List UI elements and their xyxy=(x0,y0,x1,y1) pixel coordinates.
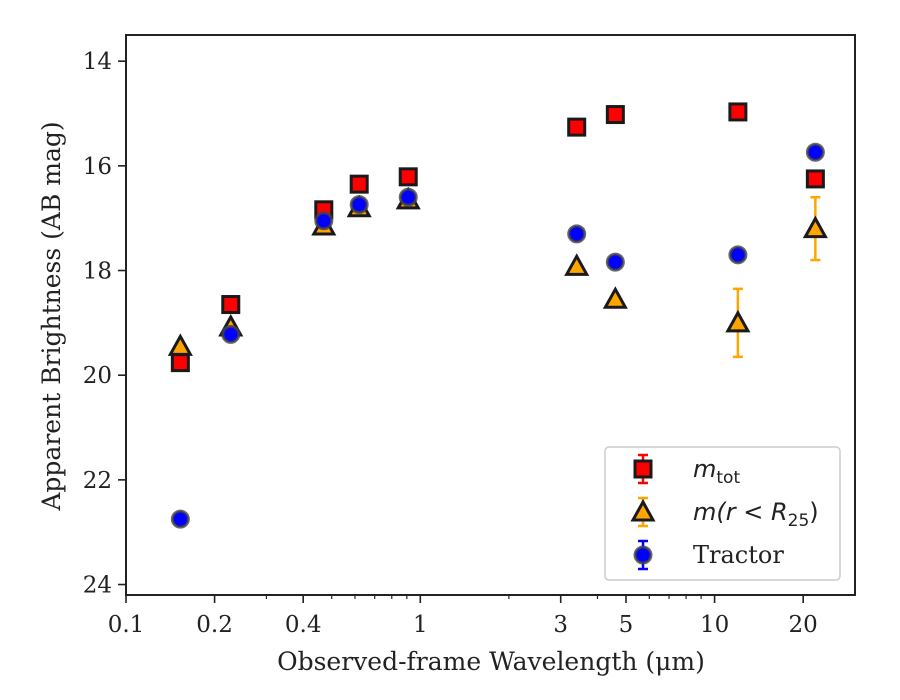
legend: mtot m(r < R25) Tractor xyxy=(604,446,841,581)
data-point xyxy=(805,142,825,162)
data-point xyxy=(725,309,751,333)
data-point xyxy=(602,286,628,309)
legend-box xyxy=(604,446,841,581)
plot-area xyxy=(125,34,856,596)
data-markers xyxy=(167,102,828,529)
series-0 xyxy=(170,102,825,373)
data-point xyxy=(167,333,193,356)
data-point xyxy=(728,245,748,265)
y-tick-label: 24 xyxy=(83,573,112,599)
y-axis-label: Apparent Brightness (AB mag) xyxy=(37,121,66,511)
legend-marker xyxy=(633,545,653,565)
data-point xyxy=(314,211,334,231)
data-point xyxy=(170,509,190,529)
y-tick-label: 20 xyxy=(83,363,112,389)
y-tick-label: 22 xyxy=(83,468,112,494)
data-point xyxy=(398,167,418,187)
data-point xyxy=(398,187,418,207)
x-tick-label: 0.1 xyxy=(108,612,145,638)
x-tick-label: 10 xyxy=(700,612,729,638)
data-point xyxy=(170,353,190,373)
x-tick-label: 3 xyxy=(553,612,568,638)
x-axis-label: Observed-frame Wavelength (μm) xyxy=(277,647,705,676)
series-2 xyxy=(170,142,825,529)
legend-label: m(r < R25) xyxy=(693,498,819,531)
data-point xyxy=(564,253,590,276)
data-point xyxy=(605,252,625,272)
data-point xyxy=(349,174,369,194)
data-point xyxy=(802,215,828,239)
data-point xyxy=(221,324,241,344)
data-point xyxy=(605,105,625,125)
legend-label: mtot xyxy=(693,455,740,488)
x-tick-label: 1 xyxy=(413,612,428,638)
data-point xyxy=(221,295,241,315)
x-tick-label: 0.4 xyxy=(285,612,322,638)
x-tick-label: 0.2 xyxy=(196,612,233,638)
legend-marker xyxy=(630,498,656,522)
x-tick-label: 5 xyxy=(619,612,634,638)
data-point xyxy=(728,102,748,122)
y-tick-label: 14 xyxy=(83,49,112,75)
legend-marker xyxy=(633,459,653,479)
data-point xyxy=(567,224,587,244)
y-tick-label: 16 xyxy=(83,154,112,180)
plot-frame xyxy=(125,34,856,596)
y-tick-label: 18 xyxy=(83,259,112,285)
data-point xyxy=(567,117,587,137)
axes: 0.1 0.2 0.4 1 3 5 10 20 14 16 18 20 22 24 xyxy=(83,49,818,638)
x-tick-label: 20 xyxy=(789,612,818,638)
data-point xyxy=(349,195,369,215)
legend-label: Tractor xyxy=(693,541,784,569)
data-point xyxy=(805,169,825,189)
